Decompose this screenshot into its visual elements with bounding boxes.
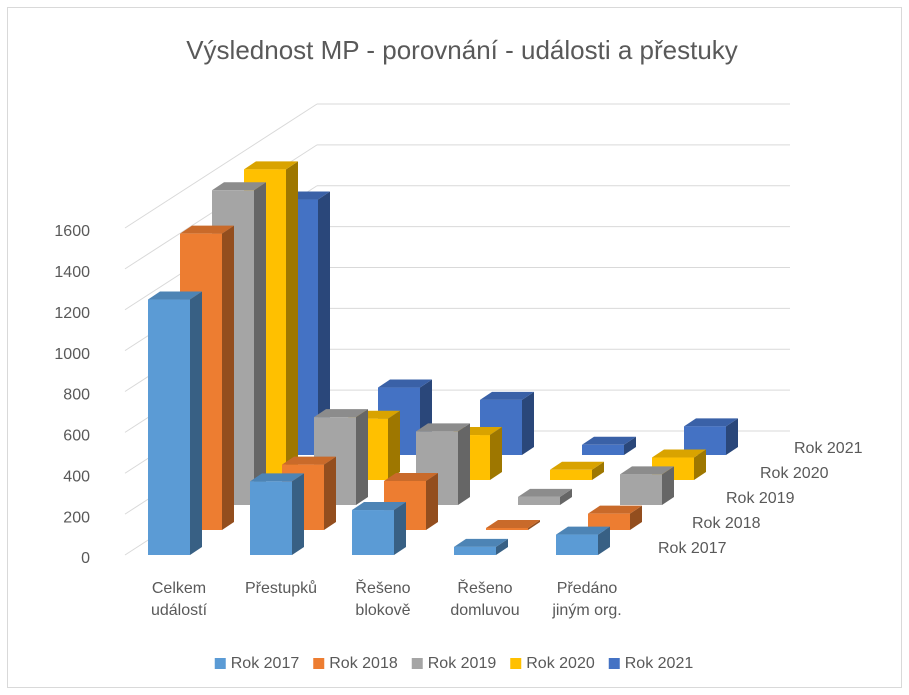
- bar-side: [292, 473, 304, 555]
- bar-side: [630, 505, 642, 530]
- bar-top: [588, 505, 642, 514]
- bar-side: [662, 466, 674, 505]
- bar-top: [212, 182, 266, 191]
- bar-top: [352, 502, 406, 511]
- x-tick-label: Řešeno domluvou: [450, 580, 520, 619]
- legend-label: Rok 2018: [329, 655, 398, 672]
- legend-swatch: [411, 658, 423, 669]
- bar-top: [652, 449, 706, 458]
- y-tick-label: 800: [63, 387, 90, 404]
- bar: [148, 299, 190, 555]
- bar: [518, 496, 560, 505]
- legend-label: Rok 2020: [526, 655, 595, 672]
- legend-swatch: [214, 658, 226, 669]
- legend: Rok 2017 Rok 2018 Rok 2019 Rok 2020 Rok 2021: [214, 655, 694, 672]
- bar: [250, 481, 292, 555]
- legend-swatch: [510, 658, 522, 669]
- y-tick-label: 400: [63, 468, 90, 485]
- chart-title: Výslednost MP - porovnání - události a p…: [186, 35, 738, 65]
- bar-side: [598, 526, 610, 555]
- bar-side: [490, 427, 502, 480]
- bar-top: [148, 291, 202, 300]
- bar-side: [324, 456, 336, 530]
- legend-swatch: [313, 658, 325, 669]
- y-tick-label: 0: [81, 550, 90, 567]
- bar-side: [426, 472, 438, 530]
- x-tick-label: Přestupků: [244, 580, 318, 597]
- bar-top: [314, 409, 368, 418]
- bar: [620, 474, 662, 505]
- y-tick-label: 1400: [54, 264, 90, 281]
- depth-label: Rok 2017: [658, 540, 727, 557]
- bar: [582, 444, 624, 455]
- bar-side: [458, 423, 470, 505]
- bar-top: [416, 423, 470, 432]
- bar-side: [592, 461, 604, 480]
- bar: [454, 546, 496, 555]
- bar-side: [560, 488, 572, 505]
- bar: [550, 469, 592, 480]
- bar-side: [254, 182, 266, 505]
- bar-top: [480, 391, 534, 400]
- x-tick-label: Předáno jiným org.: [552, 580, 622, 619]
- y-tick-label: 1000: [54, 346, 90, 363]
- bar-top: [684, 418, 738, 427]
- y-tick-label: 1200: [54, 305, 90, 322]
- bar: [556, 534, 598, 555]
- depth-label: Rok 2018: [692, 515, 761, 532]
- bar-top: [518, 488, 572, 497]
- bar-side: [318, 191, 330, 455]
- bar-side: [222, 225, 234, 530]
- x-tick-label: Řešeno blokově: [355, 580, 411, 619]
- depth-label: Rok 2019: [726, 490, 795, 507]
- bar-side: [496, 538, 508, 555]
- depth-label: Rok 2020: [760, 465, 829, 482]
- bar-top: [384, 472, 438, 481]
- bar-top: [180, 225, 234, 234]
- bar-side: [528, 519, 540, 530]
- x-tick-label: Celkem událostí: [150, 580, 208, 619]
- legend-item: Rok 2020: [510, 655, 595, 672]
- bar-side: [388, 410, 400, 480]
- depth-label: Rok 2021: [794, 440, 863, 457]
- legend-label: Rok 2017: [231, 655, 300, 672]
- bar: [486, 527, 528, 530]
- bar: [352, 510, 394, 555]
- bar-top: [454, 538, 508, 547]
- bar-side: [522, 391, 534, 455]
- legend-swatch: [608, 658, 620, 669]
- legend-label: Rok 2019: [428, 655, 497, 672]
- legend-item: Rok 2018: [313, 655, 398, 672]
- bar-top: [486, 519, 540, 528]
- bar-top: [550, 461, 604, 470]
- legend-label: Rok 2021: [625, 655, 694, 672]
- legend-item: Rok 2021: [608, 655, 694, 672]
- bar-side: [624, 436, 636, 455]
- bar-top: [620, 466, 674, 475]
- bar-side: [726, 418, 738, 455]
- legend-item: Rok 2017: [214, 655, 300, 672]
- y-tick-label: 200: [63, 509, 90, 526]
- bar-top: [244, 161, 298, 170]
- bar-side: [394, 502, 406, 555]
- y-tick-label: 600: [63, 428, 90, 445]
- bar-top: [378, 379, 432, 388]
- bar-side: [286, 161, 298, 480]
- bar-top: [582, 436, 636, 445]
- bar-top: [556, 526, 610, 535]
- bar-side: [190, 291, 202, 555]
- bar-side: [694, 449, 706, 480]
- legend-item: Rok 2019: [411, 655, 497, 672]
- bar-side: [356, 409, 368, 505]
- bar-top: [250, 473, 304, 482]
- bar: [588, 513, 630, 530]
- grid-line: [124, 103, 318, 229]
- y-tick-label: 1600: [54, 223, 90, 240]
- bar-top: [282, 456, 336, 465]
